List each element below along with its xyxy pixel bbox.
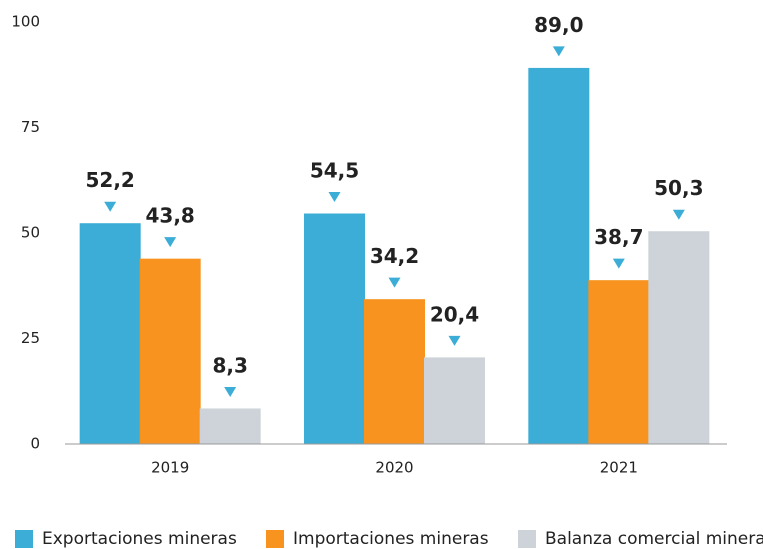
bar [588, 280, 650, 445]
x-tick-label: 2021 [600, 459, 638, 477]
value-label: 52,2 [85, 168, 134, 192]
label-marker [224, 386, 237, 397]
label-marker [448, 335, 461, 346]
legend-label: Exportaciones mineras [42, 529, 237, 549]
y-tick-label: 25 [21, 329, 40, 347]
bar [139, 258, 201, 445]
bar [528, 67, 590, 445]
label-marker [612, 258, 625, 269]
bar [364, 299, 425, 445]
bar [304, 213, 365, 445]
bar [648, 231, 710, 445]
value-label: 34,2 [370, 244, 419, 268]
label-marker [328, 192, 341, 203]
value-label: 20,4 [430, 302, 479, 326]
x-tick-label: 2019 [151, 459, 189, 477]
legend-label: Importaciones mineras [293, 529, 489, 549]
y-tick-label: 100 [11, 13, 40, 31]
value-label: 38,7 [594, 225, 643, 249]
x-tick-label: 2020 [375, 459, 413, 477]
label-marker [104, 201, 117, 212]
legend-swatch [15, 530, 33, 548]
legend-swatch [518, 530, 536, 548]
legend-swatch [266, 530, 284, 548]
y-tick-label: 75 [21, 118, 40, 136]
value-label: 54,5 [310, 159, 359, 183]
label-marker [164, 237, 177, 248]
y-tick-label: 50 [21, 224, 40, 242]
legend-label: Balanza comercial minera [545, 529, 763, 549]
bar [79, 223, 141, 445]
label-marker [388, 277, 401, 288]
y-tick-label: 0 [30, 435, 40, 453]
bar [424, 357, 485, 445]
value-label: 43,8 [145, 204, 194, 228]
bar [199, 408, 261, 445]
label-marker [552, 46, 565, 57]
value-label: 8,3 [212, 353, 247, 377]
value-label: 50,3 [654, 176, 703, 200]
label-marker [672, 209, 685, 220]
value-label: 89,0 [534, 13, 583, 37]
